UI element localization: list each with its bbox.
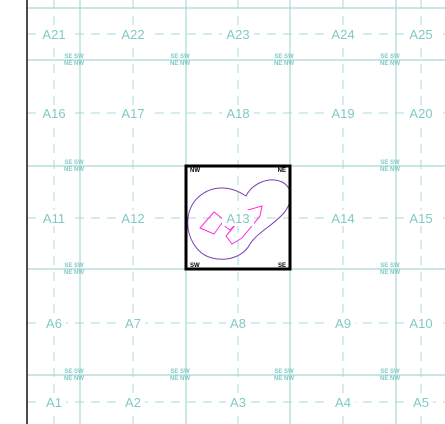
tile-label-halo	[38, 210, 70, 226]
selected-corner-nw: NW	[190, 168, 200, 174]
tile-label-a2[interactable]: A2	[125, 395, 141, 410]
selected-corner-se: SE	[278, 263, 286, 269]
tile-label-halo	[42, 394, 66, 410]
tile-label-a21[interactable]: A21	[42, 27, 65, 42]
tile-label-a24[interactable]: A24	[331, 27, 354, 42]
tile-label-a6[interactable]: A6	[46, 316, 62, 331]
tile-label-a16[interactable]: A16	[42, 106, 65, 121]
quadrant-mark-top: SE SW	[380, 54, 400, 60]
tile-label-a10[interactable]: A10	[409, 316, 432, 331]
tile-label-a5[interactable]: A5	[413, 395, 429, 410]
quadrant-mark-top: SE SW	[170, 369, 190, 375]
tile-label-a25[interactable]: A25	[409, 27, 432, 42]
tile-label-a8[interactable]: A8	[230, 316, 246, 331]
cell-labels: A21 A22 A23 A24 A25 A16 A17 A18 A19 A20 A11 A12 A13 A…	[38, 26, 437, 410]
tile-label-a18[interactable]: A18	[226, 106, 249, 121]
tile-label-halo	[226, 394, 250, 410]
tile-label-a20[interactable]: A20	[409, 106, 432, 121]
tile-label-halo	[331, 394, 355, 410]
tile-label-a13[interactable]: A13	[226, 211, 249, 226]
tile-label-a14[interactable]: A14	[331, 211, 354, 226]
tile-label-halo	[121, 315, 145, 331]
tile-label-halo	[222, 210, 254, 226]
tile-label-halo	[405, 26, 437, 42]
tile-label-a19[interactable]: A19	[331, 106, 354, 121]
quadrant-mark-bottom: NE NW	[380, 270, 400, 276]
tile-label-a7[interactable]: A7	[125, 316, 141, 331]
quadrant-mark-bottom: NE NW	[64, 270, 84, 276]
tile-label-a9[interactable]: A9	[335, 316, 351, 331]
tile-label-halo	[117, 26, 149, 42]
quadrant-mark-bottom: NE NW	[64, 61, 84, 67]
tile-label-halo	[222, 26, 254, 42]
tile-label-halo	[117, 105, 149, 121]
quadrant-mark-bottom: NE NW	[274, 376, 294, 382]
tile-label-halo	[327, 105, 359, 121]
quadrant-mark-bottom: NE NW	[64, 167, 84, 173]
quadrant-mark-bottom: NE NW	[380, 61, 400, 67]
quadrant-mark-top: SE SW	[380, 369, 400, 375]
tile-label-a17[interactable]: A17	[121, 106, 144, 121]
quadrant-mark-bottom: NE NW	[380, 167, 400, 173]
tile-label-a22[interactable]: A22	[121, 27, 144, 42]
tile-label-halo	[121, 394, 145, 410]
tile-label-a23[interactable]: A23	[226, 27, 249, 42]
quadrant-mark-top: SE SW	[380, 160, 400, 166]
quadrant-mark-top: SE SW	[64, 54, 84, 60]
selected-corner-sw: SW	[190, 263, 200, 269]
quadrant-mark-top: SE SW	[170, 54, 190, 60]
quadrant-mark-bottom: NE NW	[274, 61, 294, 67]
tile-label-halo	[405, 105, 437, 121]
tile-label-halo	[38, 26, 70, 42]
quadrant-mark-bottom: NE NW	[170, 61, 190, 67]
quadrant-mark-bottom: NE NW	[64, 376, 84, 382]
tile-label-halo	[117, 210, 149, 226]
quadrant-mark-bottom: NE NW	[380, 376, 400, 382]
tile-label-halo	[327, 26, 359, 42]
tile-label-halo	[327, 210, 359, 226]
selected-tile-highlight[interactable]	[184, 164, 292, 271]
tile-label-a11[interactable]: A11	[43, 211, 65, 226]
tile-label-halo	[409, 394, 433, 410]
tile-label-a1[interactable]: A1	[46, 395, 62, 410]
tile-label-a12[interactable]: A12	[121, 211, 144, 226]
tile-label-halo	[331, 315, 355, 331]
tile-label-a3[interactable]: A3	[230, 395, 246, 410]
tile-label-halo	[405, 210, 437, 226]
quadrant-mark-bottom: NE NW	[170, 376, 190, 382]
tile-label-a15[interactable]: A15	[409, 211, 432, 226]
tile-label-halo	[222, 105, 254, 121]
quadrant-mark-top: SE SW	[380, 263, 400, 269]
quadrant-mark-top: SE SW	[274, 369, 294, 375]
tile-label-halo	[42, 315, 66, 331]
quadrant-mark-top: SE SW	[64, 369, 84, 375]
selected-corner-ne: NE	[278, 168, 286, 174]
tile-label-a4[interactable]: A4	[335, 395, 351, 410]
quadrant-mark-top: SE SW	[274, 54, 294, 60]
quadrant-mark-top: SE SW	[64, 263, 84, 269]
quadrant-mark-top: SE SW	[64, 160, 84, 166]
tile-label-halo	[405, 315, 437, 331]
tile-label-halo	[226, 315, 250, 331]
tile-label-halo	[38, 105, 70, 121]
